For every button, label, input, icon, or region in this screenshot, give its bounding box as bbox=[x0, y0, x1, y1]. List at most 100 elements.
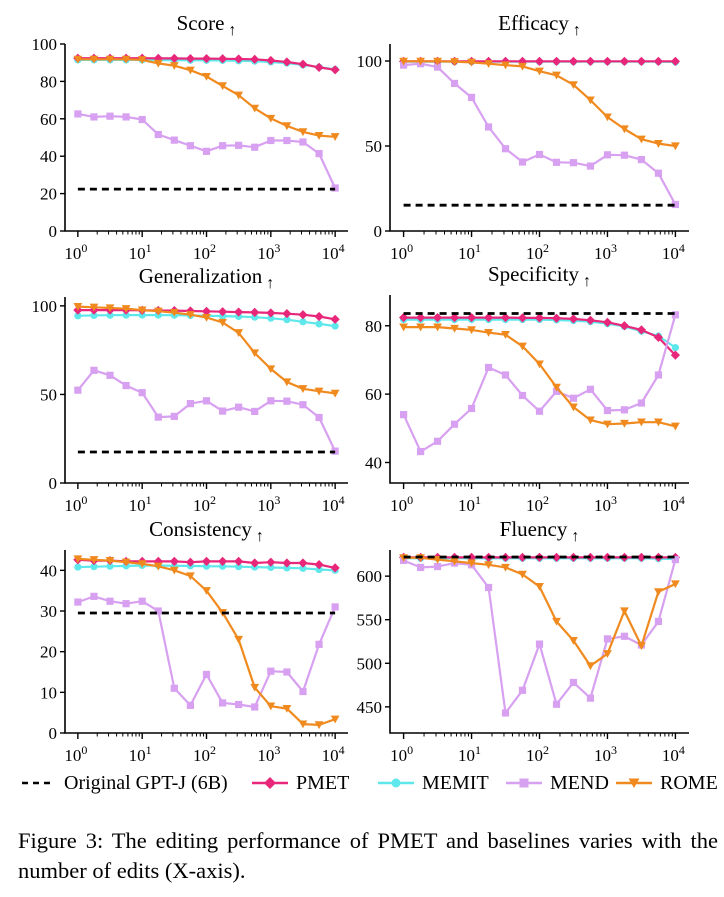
panel-specificity: Specificity ↑ 40 60 80 100 101 102 103 104 bbox=[365, 262, 689, 515]
generalization-mend-point bbox=[90, 366, 98, 374]
efficacy-mend-point bbox=[450, 79, 459, 88]
specificity-mend-point bbox=[620, 406, 629, 414]
efficacy-xtick-label: 101 bbox=[458, 241, 481, 263]
consistency-mend-point bbox=[122, 600, 130, 608]
efficacy-pmet-point bbox=[636, 56, 647, 66]
specificity-mend-point bbox=[586, 385, 595, 393]
panel-efficacy: Efficacy ↑ 0 50 100 100 101 102 103 104 bbox=[357, 11, 689, 263]
specificity-rome-point bbox=[467, 326, 476, 335]
specificity-pmet-point bbox=[619, 321, 630, 331]
generalization-xtick-label: 102 bbox=[193, 493, 216, 515]
score-mend-point bbox=[219, 142, 227, 150]
specificity-rome-point bbox=[416, 323, 426, 332]
consistency-pmet-point bbox=[250, 558, 260, 568]
specificity-pmet-point bbox=[551, 313, 562, 323]
efficacy-title: Efficacy ↑ bbox=[498, 11, 581, 39]
score-mend-point bbox=[331, 184, 339, 192]
fluency-rome-point bbox=[569, 637, 578, 645]
specificity-pmet-line bbox=[403, 316, 677, 356]
score-ytick-label: 60 bbox=[40, 110, 57, 129]
specificity-mend-point bbox=[535, 407, 544, 415]
fluency-rome-point bbox=[467, 559, 476, 568]
specificity-pmet-point bbox=[398, 312, 409, 323]
circle-marker-icon bbox=[378, 778, 414, 788]
efficacy-ytick-label: 0 bbox=[374, 222, 383, 241]
generalization-pmet-point bbox=[234, 307, 244, 317]
specificity-rome-point bbox=[433, 323, 442, 332]
consistency-rome-point bbox=[186, 572, 195, 581]
efficacy-xtick-label: 103 bbox=[594, 241, 617, 263]
consistency-mend-point bbox=[235, 700, 243, 709]
consistency-mend-point bbox=[331, 603, 339, 611]
fluency-mend-point bbox=[501, 709, 510, 717]
generalization-pmet-point bbox=[250, 307, 260, 318]
score-pmet-point bbox=[169, 53, 179, 63]
generalization-pmet-point bbox=[282, 309, 292, 319]
fluency-mend-point bbox=[518, 686, 527, 694]
consistency-ytick-label: 20 bbox=[40, 643, 57, 662]
legend-item-rome: ROME bbox=[614, 768, 718, 798]
specificity-pmet-point bbox=[670, 350, 681, 360]
efficacy-rome-point bbox=[620, 125, 629, 134]
generalization-xtick-label: 104 bbox=[322, 493, 345, 515]
score-pmet-point bbox=[250, 54, 260, 64]
generalization-mend-point bbox=[186, 400, 195, 408]
specificity-pmet-point bbox=[636, 325, 647, 335]
efficacy-rome-point bbox=[671, 142, 680, 151]
specificity-series-pmet bbox=[398, 312, 681, 360]
consistency-rome-point bbox=[282, 705, 292, 713]
fluency-pmet-point bbox=[636, 552, 647, 563]
square-marker-icon bbox=[506, 778, 542, 788]
efficacy-rome-point bbox=[603, 113, 612, 122]
score-series-rome bbox=[73, 55, 340, 141]
score-mend-point bbox=[154, 130, 162, 139]
generalization-mend-point bbox=[170, 412, 178, 420]
fluency-pmet-point bbox=[517, 552, 528, 563]
efficacy-rome-point bbox=[467, 58, 476, 67]
score-rome-point bbox=[282, 122, 292, 131]
efficacy-rome-point bbox=[586, 96, 595, 105]
consistency-mend-point bbox=[138, 597, 146, 605]
efficacy-xtick-label: 104 bbox=[662, 241, 685, 263]
fluency-ytick-label: 600 bbox=[357, 567, 383, 586]
fluency-rome-point bbox=[637, 642, 646, 651]
consistency-ytick-label: 0 bbox=[49, 724, 58, 743]
specificity-rome-point bbox=[535, 360, 544, 369]
fluency-rome-point bbox=[586, 662, 595, 671]
fluency-xtick-label: 100 bbox=[390, 743, 413, 765]
consistency-memit-point bbox=[315, 565, 323, 574]
consistency-ytick-label: 10 bbox=[40, 683, 57, 702]
fluency-mend-point bbox=[569, 678, 578, 687]
consistency-memit-point bbox=[74, 563, 82, 571]
generalization-mend-point bbox=[154, 413, 162, 421]
specificity-pmet-point bbox=[500, 312, 511, 323]
score-pmet-point bbox=[330, 65, 340, 75]
specificity-ytick-label: 60 bbox=[365, 385, 382, 404]
generalization-ytick-label: 100 bbox=[32, 297, 58, 316]
efficacy-mend-point bbox=[620, 151, 629, 159]
efficacy-mend-point bbox=[518, 158, 527, 166]
score-rome-point bbox=[218, 82, 228, 91]
consistency-rome-point bbox=[314, 721, 324, 730]
efficacy-mend-point bbox=[433, 63, 442, 71]
efficacy-mend-point bbox=[552, 158, 561, 166]
score-rome-line bbox=[77, 58, 336, 138]
generalization-rome-point bbox=[314, 387, 324, 396]
efficacy-ytick-label: 100 bbox=[357, 52, 383, 71]
generalization-rome-point bbox=[169, 308, 179, 317]
generalization-memit-point bbox=[90, 311, 98, 320]
generalization-mend-point bbox=[299, 401, 307, 409]
fluency-rome-point bbox=[450, 557, 459, 566]
specificity-mend-point bbox=[501, 371, 510, 379]
generalization-rome-point bbox=[186, 311, 195, 319]
fluency-xtick-label: 101 bbox=[458, 743, 481, 765]
specificity-mend-point bbox=[484, 363, 493, 372]
efficacy-pmet-point bbox=[619, 56, 630, 66]
consistency-rome-point bbox=[298, 720, 308, 729]
fluency-rome-point bbox=[654, 588, 663, 597]
consistency-mend-point bbox=[202, 670, 211, 679]
generalization-rome-point bbox=[298, 385, 308, 393]
efficacy-series-rome bbox=[399, 57, 680, 151]
consistency-pmet-point bbox=[153, 556, 163, 566]
generalization-memit-point bbox=[283, 316, 291, 324]
